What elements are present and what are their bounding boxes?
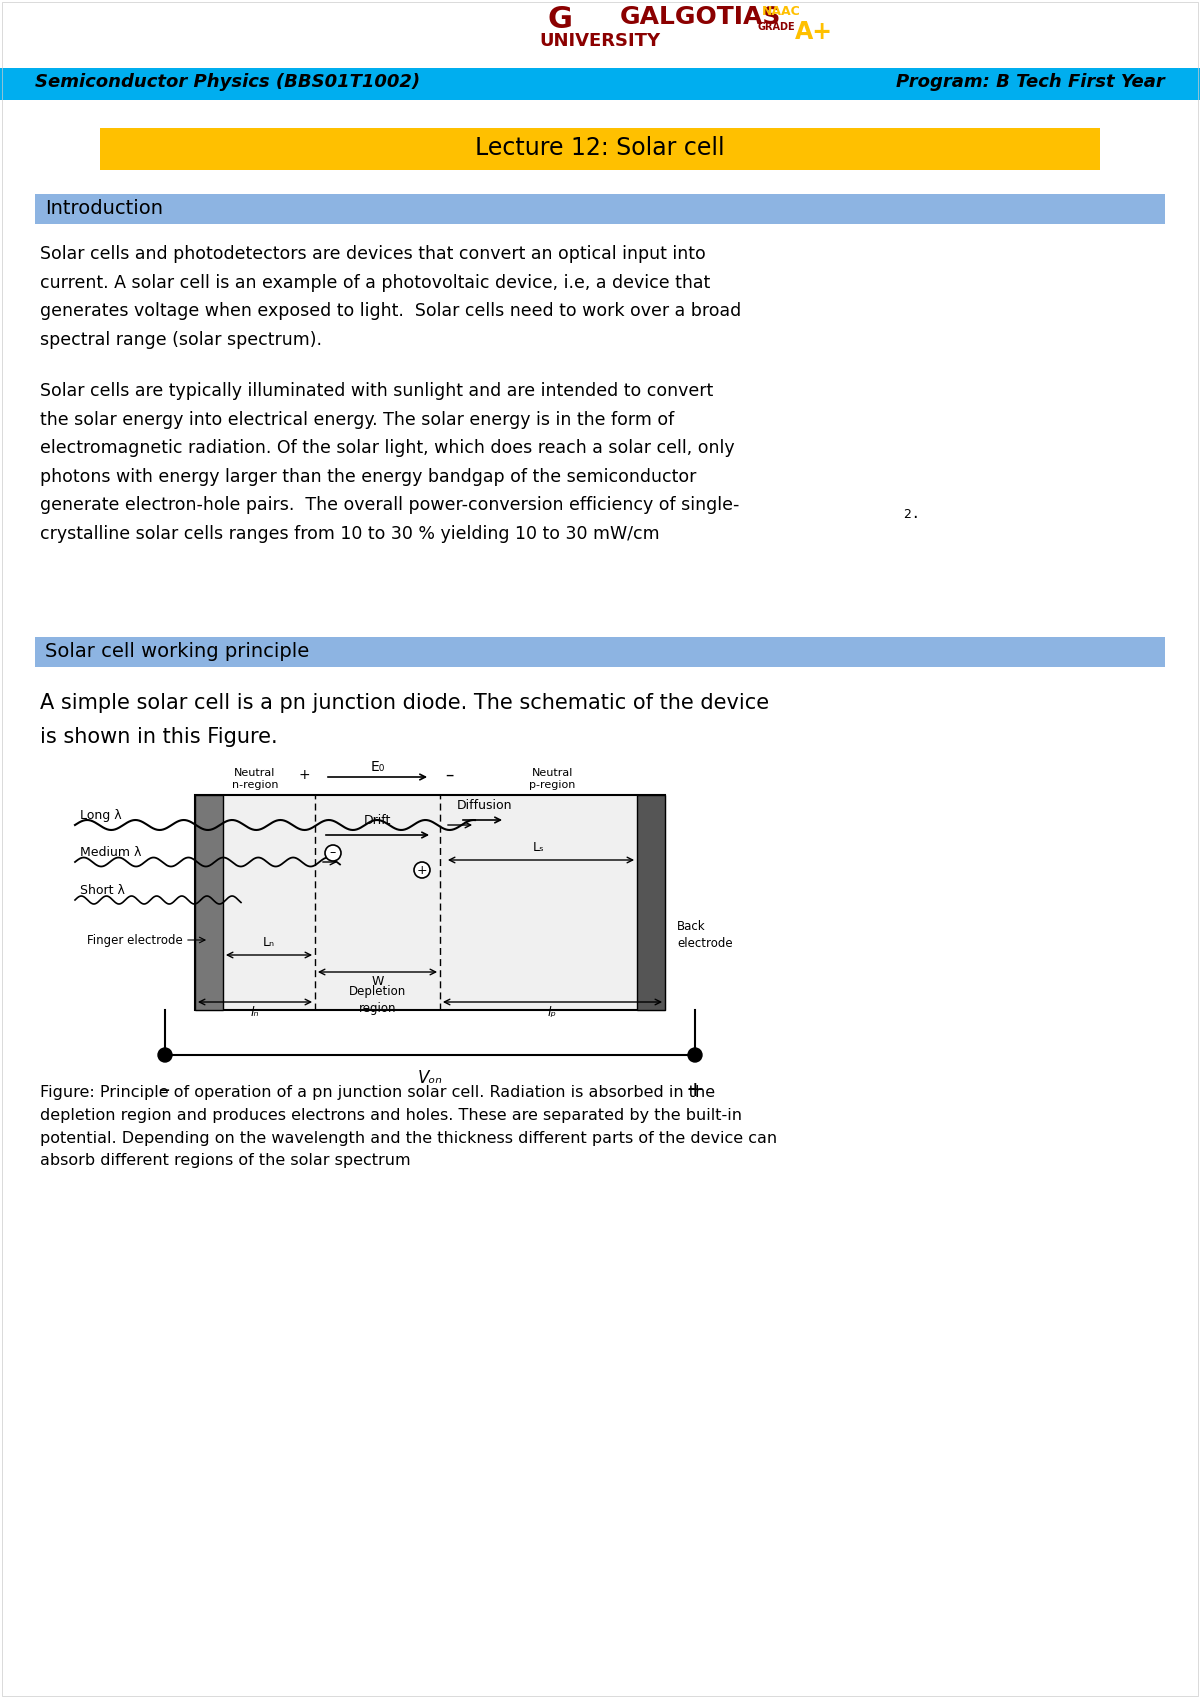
Text: Lₛ: Lₛ bbox=[533, 841, 545, 854]
Text: NAAC: NAAC bbox=[762, 5, 800, 19]
Text: +: + bbox=[299, 767, 310, 783]
Text: Lecture 12: Solar cell: Lecture 12: Solar cell bbox=[475, 136, 725, 160]
Bar bbox=[194, 795, 665, 1010]
Text: Program: B Tech First Year: Program: B Tech First Year bbox=[896, 73, 1165, 92]
Text: –: – bbox=[445, 766, 454, 784]
Text: GRADE: GRADE bbox=[758, 22, 796, 32]
Text: E₀: E₀ bbox=[371, 761, 385, 774]
Bar bbox=[0, 0, 1200, 68]
Text: 2: 2 bbox=[904, 508, 911, 521]
Text: .: . bbox=[912, 504, 918, 521]
Text: Back
electrode: Back electrode bbox=[677, 920, 733, 949]
Text: Lₙ: Lₙ bbox=[263, 936, 275, 949]
Text: Semiconductor Physics (BBS01T1002): Semiconductor Physics (BBS01T1002) bbox=[35, 73, 420, 92]
Text: Finger electrode: Finger electrode bbox=[88, 934, 182, 946]
Text: Depletion
region: Depletion region bbox=[349, 985, 406, 1015]
Text: Neutral
n-region: Neutral n-region bbox=[232, 769, 278, 790]
Text: –: – bbox=[160, 1080, 170, 1100]
Text: Figure: Principle of operation of a pn junction solar cell. Radiation is absorbe: Figure: Principle of operation of a pn j… bbox=[40, 1085, 778, 1168]
Text: A+: A+ bbox=[796, 20, 833, 44]
Text: G: G bbox=[547, 5, 572, 34]
Bar bbox=[637, 795, 665, 1010]
Circle shape bbox=[158, 1048, 172, 1061]
Bar bbox=[35, 637, 1165, 667]
Bar bbox=[35, 194, 1165, 224]
Text: Short λ: Short λ bbox=[80, 885, 125, 897]
Text: Solar cell working principle: Solar cell working principle bbox=[46, 642, 310, 661]
Text: lₚ: lₚ bbox=[548, 1005, 557, 1019]
Text: +: + bbox=[416, 864, 427, 876]
Bar bbox=[100, 127, 1100, 170]
Text: GALGOTIAS: GALGOTIAS bbox=[620, 5, 781, 29]
Text: W: W bbox=[371, 975, 384, 988]
Text: Solar cells are typically illuminated with sunlight and are intended to convert
: Solar cells are typically illuminated wi… bbox=[40, 382, 739, 542]
Text: Long λ: Long λ bbox=[80, 808, 121, 822]
Text: Vₒₙ: Vₒₙ bbox=[418, 1070, 443, 1087]
Text: Diffusion: Diffusion bbox=[457, 800, 512, 812]
Text: Drift: Drift bbox=[364, 813, 391, 827]
Circle shape bbox=[688, 1048, 702, 1061]
Bar bbox=[194, 795, 223, 1010]
Bar bbox=[0, 68, 1200, 100]
Circle shape bbox=[325, 846, 341, 861]
Circle shape bbox=[414, 863, 430, 878]
Text: Medium λ: Medium λ bbox=[80, 846, 142, 859]
Text: Introduction: Introduction bbox=[46, 199, 163, 217]
Text: +: + bbox=[685, 1080, 704, 1100]
Text: Neutral
p-region: Neutral p-region bbox=[529, 769, 576, 790]
Text: Solar cells and photodetectors are devices that convert an optical input into
cu: Solar cells and photodetectors are devic… bbox=[40, 245, 742, 348]
Text: A simple solar cell is a pn junction diode. The schematic of the device
is shown: A simple solar cell is a pn junction dio… bbox=[40, 693, 769, 747]
Text: UNIVERSITY: UNIVERSITY bbox=[540, 32, 660, 49]
Text: lₙ: lₙ bbox=[251, 1005, 259, 1019]
Text: –: – bbox=[330, 847, 336, 859]
